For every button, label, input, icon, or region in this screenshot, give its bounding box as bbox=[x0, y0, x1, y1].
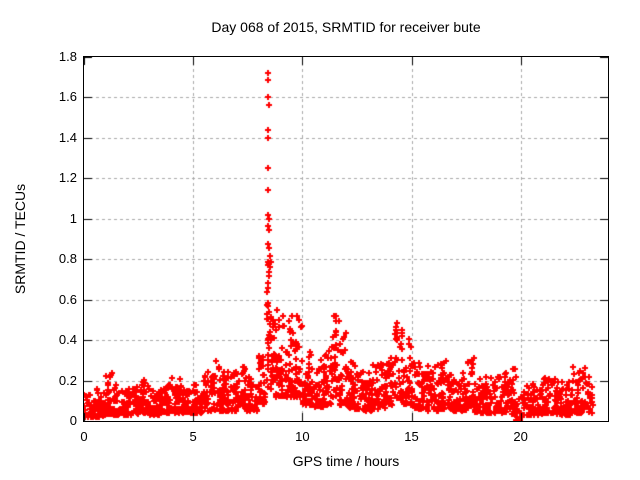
plot-canvas bbox=[84, 57, 608, 421]
y-tick-label: 1.8 bbox=[58, 49, 77, 64]
plot-area bbox=[83, 56, 609, 422]
y-tick-label: 1.4 bbox=[58, 129, 77, 145]
x-axis-label: GPS time / hours bbox=[292, 453, 400, 469]
chart-title: Day 068 of 2015, SRMTID for receiver but… bbox=[211, 19, 481, 35]
y-tick-label: 0.6 bbox=[58, 291, 77, 307]
y-tick-label: 0 bbox=[69, 413, 77, 428]
y-tick-label: 1 bbox=[69, 210, 77, 226]
y-tick-label: 1.2 bbox=[58, 170, 77, 186]
y-tick-label: 0.8 bbox=[58, 251, 77, 267]
x-tick-label: 0 bbox=[80, 429, 88, 444]
x-tick-label: 20 bbox=[513, 429, 528, 444]
x-tick-label: 15 bbox=[404, 429, 419, 444]
y-axis-label: SRMTID / TECUs bbox=[12, 183, 28, 295]
y-tick-label: 1.6 bbox=[58, 89, 77, 105]
y-tick-label: 0.4 bbox=[58, 332, 77, 348]
y-tick-label: 0.2 bbox=[58, 372, 77, 388]
x-tick-label: 5 bbox=[189, 429, 197, 444]
x-tick-label: 10 bbox=[295, 429, 310, 444]
